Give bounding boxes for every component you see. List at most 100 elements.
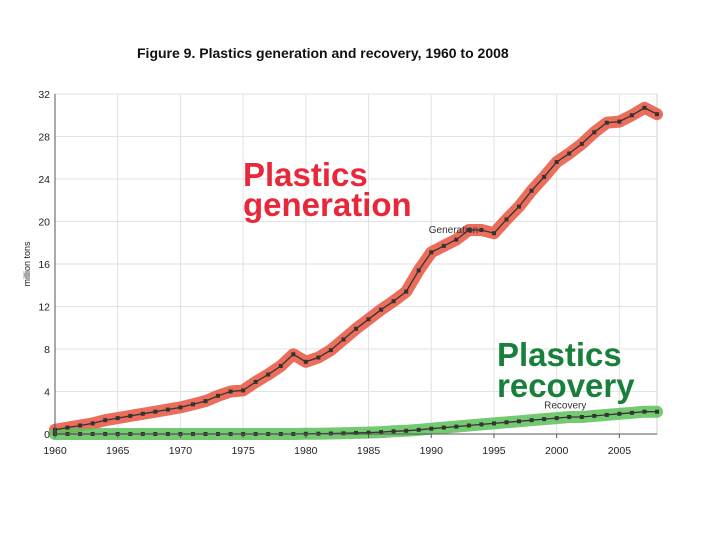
recovery-point xyxy=(391,429,396,434)
generation-point xyxy=(278,364,283,368)
callout-line: Plastics xyxy=(243,156,368,193)
generation-point xyxy=(617,119,622,124)
generation-point xyxy=(316,355,321,360)
recovery-point xyxy=(341,431,346,436)
x-tick-label: 2000 xyxy=(545,445,569,457)
x-tick-label: 1990 xyxy=(420,445,444,457)
recovery-point xyxy=(567,415,572,419)
generation-point xyxy=(492,231,496,236)
generation-point xyxy=(529,188,534,193)
x-tick-label: 1995 xyxy=(482,445,506,457)
y-tick-label: 20 xyxy=(38,217,50,229)
recovery-point xyxy=(642,409,647,414)
recovery-point xyxy=(354,430,358,435)
generation-point xyxy=(479,228,484,232)
axes: 0 4 8 12 16 20 24 28 32 1960 1965 1970 1975 1980 1985 1… xyxy=(38,89,657,457)
generation-point xyxy=(579,141,584,146)
generation-point xyxy=(391,299,396,304)
generation-point xyxy=(115,416,120,421)
recovery-point xyxy=(655,409,659,414)
generation-point xyxy=(404,289,409,294)
generation-point xyxy=(517,204,521,209)
x-tick-label: 1960 xyxy=(43,445,67,457)
y-tick-label: 0 xyxy=(44,429,50,441)
generation-point xyxy=(554,160,559,164)
generation-point xyxy=(341,337,346,342)
recovery-point xyxy=(629,410,634,415)
recovery-point xyxy=(454,424,459,429)
y-tick-label: 28 xyxy=(38,132,50,144)
generation-point xyxy=(241,388,246,393)
generation-point xyxy=(291,352,296,357)
recovery-callout: Plastics recovery xyxy=(497,336,635,404)
x-tick-label: 1975 xyxy=(231,445,255,457)
generation-point xyxy=(466,228,471,232)
recovery-point xyxy=(554,416,559,421)
generation-point xyxy=(429,250,434,255)
generation-point xyxy=(165,407,170,412)
y-tick-label: 4 xyxy=(44,387,50,399)
generation-point xyxy=(454,237,459,242)
generation-point xyxy=(567,151,572,156)
generation-point xyxy=(303,359,308,364)
recovery-point xyxy=(517,419,521,424)
chart-title: Figure 9. Plastics generation and recove… xyxy=(137,45,509,61)
recovery-point xyxy=(592,413,597,418)
generation-point xyxy=(78,423,83,428)
generation-point xyxy=(153,409,158,414)
x-tick-label: 2005 xyxy=(608,445,632,457)
recovery-point xyxy=(466,423,471,428)
callout-line: Plastics xyxy=(497,336,622,373)
recovery-point xyxy=(529,418,534,423)
recovery-point xyxy=(379,430,384,435)
recovery-point xyxy=(492,421,496,426)
generation-point xyxy=(328,348,333,353)
x-tick-label: 1965 xyxy=(106,445,130,457)
generation-point xyxy=(103,418,108,423)
x-tick-label: 1970 xyxy=(169,445,193,457)
recovery-point xyxy=(366,430,371,435)
recovery-series-label: Recovery xyxy=(544,401,586,412)
y-tick-label: 24 xyxy=(38,174,50,186)
generation-point xyxy=(65,425,70,430)
generation-point xyxy=(216,393,220,398)
generation-point xyxy=(128,413,133,418)
recovery-point xyxy=(404,428,409,433)
generation-point xyxy=(266,372,271,377)
generation-point xyxy=(542,174,547,179)
recovery-point xyxy=(441,425,446,430)
generation-point xyxy=(253,379,258,384)
x-tick-label: 1985 xyxy=(357,445,381,457)
generation-point xyxy=(178,405,183,410)
recovery-point xyxy=(617,411,622,416)
generation-point xyxy=(416,268,421,273)
y-tick-label: 8 xyxy=(44,344,50,356)
y-tick-label: 12 xyxy=(38,302,50,314)
y-tick-label: 32 xyxy=(38,89,50,101)
recovery-point xyxy=(429,426,434,431)
generation-callout: Plastics generation xyxy=(243,156,412,223)
generation-point xyxy=(140,411,145,416)
x-tick-label: 1980 xyxy=(294,445,318,457)
recovery-point xyxy=(579,415,584,419)
generation-point xyxy=(604,120,609,125)
recovery-point xyxy=(504,420,509,425)
recovery-point xyxy=(479,422,484,427)
recovery-point xyxy=(542,417,547,422)
callout-line: generation xyxy=(243,186,412,223)
generation-point xyxy=(655,112,659,117)
y-axis-label: million tons xyxy=(22,241,32,287)
generation-point xyxy=(504,217,509,222)
generation-point xyxy=(592,130,597,135)
generation-point xyxy=(629,113,634,118)
generation-point xyxy=(642,105,647,110)
generation-point xyxy=(366,317,371,322)
generation-point xyxy=(203,399,208,404)
generation-point xyxy=(90,421,95,426)
callout-line: recovery xyxy=(497,367,635,404)
generation-series-label: Generation xyxy=(429,225,478,236)
generation-point xyxy=(441,243,446,248)
generation-point xyxy=(354,326,358,331)
recovery-point xyxy=(604,412,609,417)
